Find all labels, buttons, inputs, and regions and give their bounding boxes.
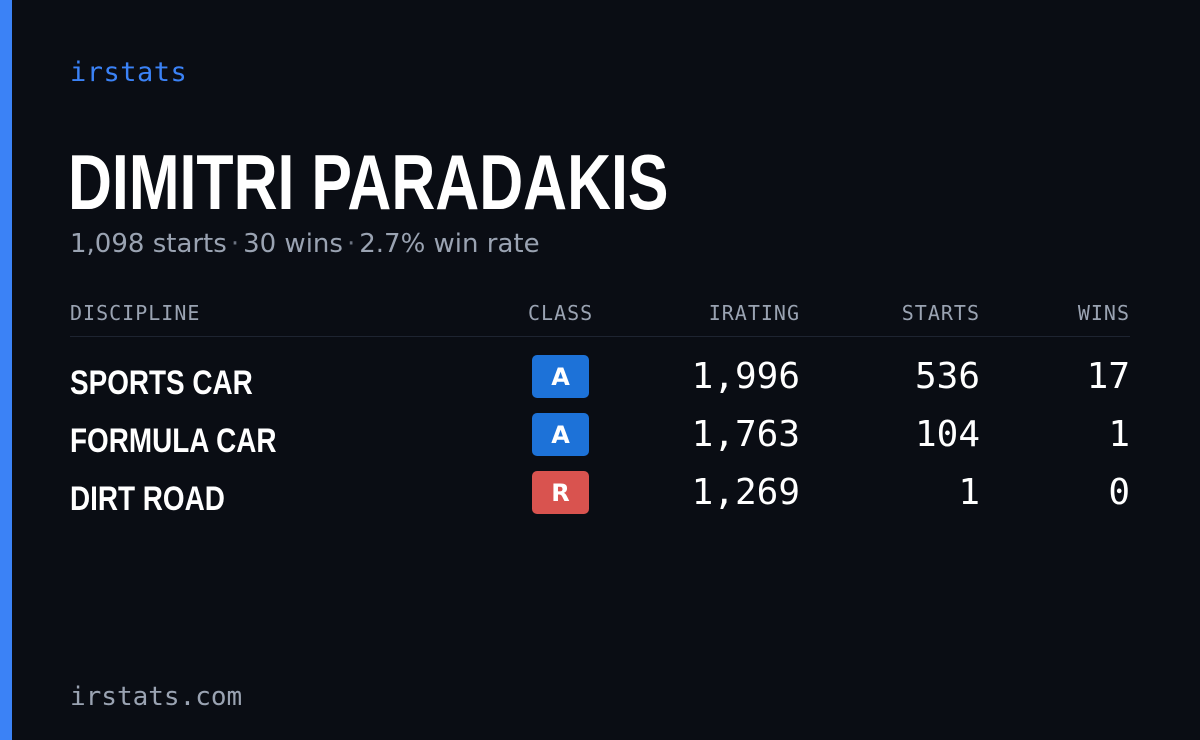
discipline-name: DIRT ROAD (70, 480, 225, 518)
driver-summary: 1,098 starts · 30 wins · 2.7% win rate (70, 226, 540, 262)
discipline-name: SPORTS CAR (70, 364, 253, 402)
header-divider (70, 336, 1130, 337)
wins-count: 30 wins (243, 229, 343, 259)
brand-logo: irstats (70, 57, 188, 88)
class-badge: R (532, 471, 589, 514)
header-starts: STARTS (901, 301, 980, 325)
table-row: SPORTS CAR A 1,996 536 17 (0, 355, 1200, 413)
footer-url: irstats.com (70, 682, 243, 712)
starts-value: 1 (958, 472, 980, 513)
discipline-name: FORMULA CAR (70, 422, 277, 460)
header-irating: IRATING (708, 301, 800, 325)
separator: · (346, 229, 356, 259)
class-badge: A (532, 355, 589, 398)
table-row: DIRT ROAD R 1,269 1 0 (0, 471, 1200, 529)
driver-name: DIMITRI PARADAKIS (68, 138, 669, 226)
wins-value: 17 (1086, 356, 1130, 397)
table-row: FORMULA CAR A 1,763 104 1 (0, 413, 1200, 471)
starts-count: 1,098 starts (70, 229, 227, 259)
irating-value: 1,763 (691, 414, 800, 455)
header-class: CLASS (528, 301, 594, 325)
wins-value: 1 (1108, 414, 1130, 455)
class-badge: A (532, 413, 589, 456)
starts-value: 536 (914, 356, 980, 397)
header-wins: WINS (1077, 301, 1130, 325)
separator: · (230, 229, 240, 259)
irating-value: 1,996 (691, 356, 800, 397)
starts-value: 104 (914, 414, 980, 455)
wins-value: 0 (1108, 472, 1130, 513)
header-discipline: DISCIPLINE (70, 301, 201, 325)
accent-bar (0, 0, 12, 740)
irating-value: 1,269 (691, 472, 800, 513)
win-rate: 2.7% win rate (359, 229, 540, 259)
